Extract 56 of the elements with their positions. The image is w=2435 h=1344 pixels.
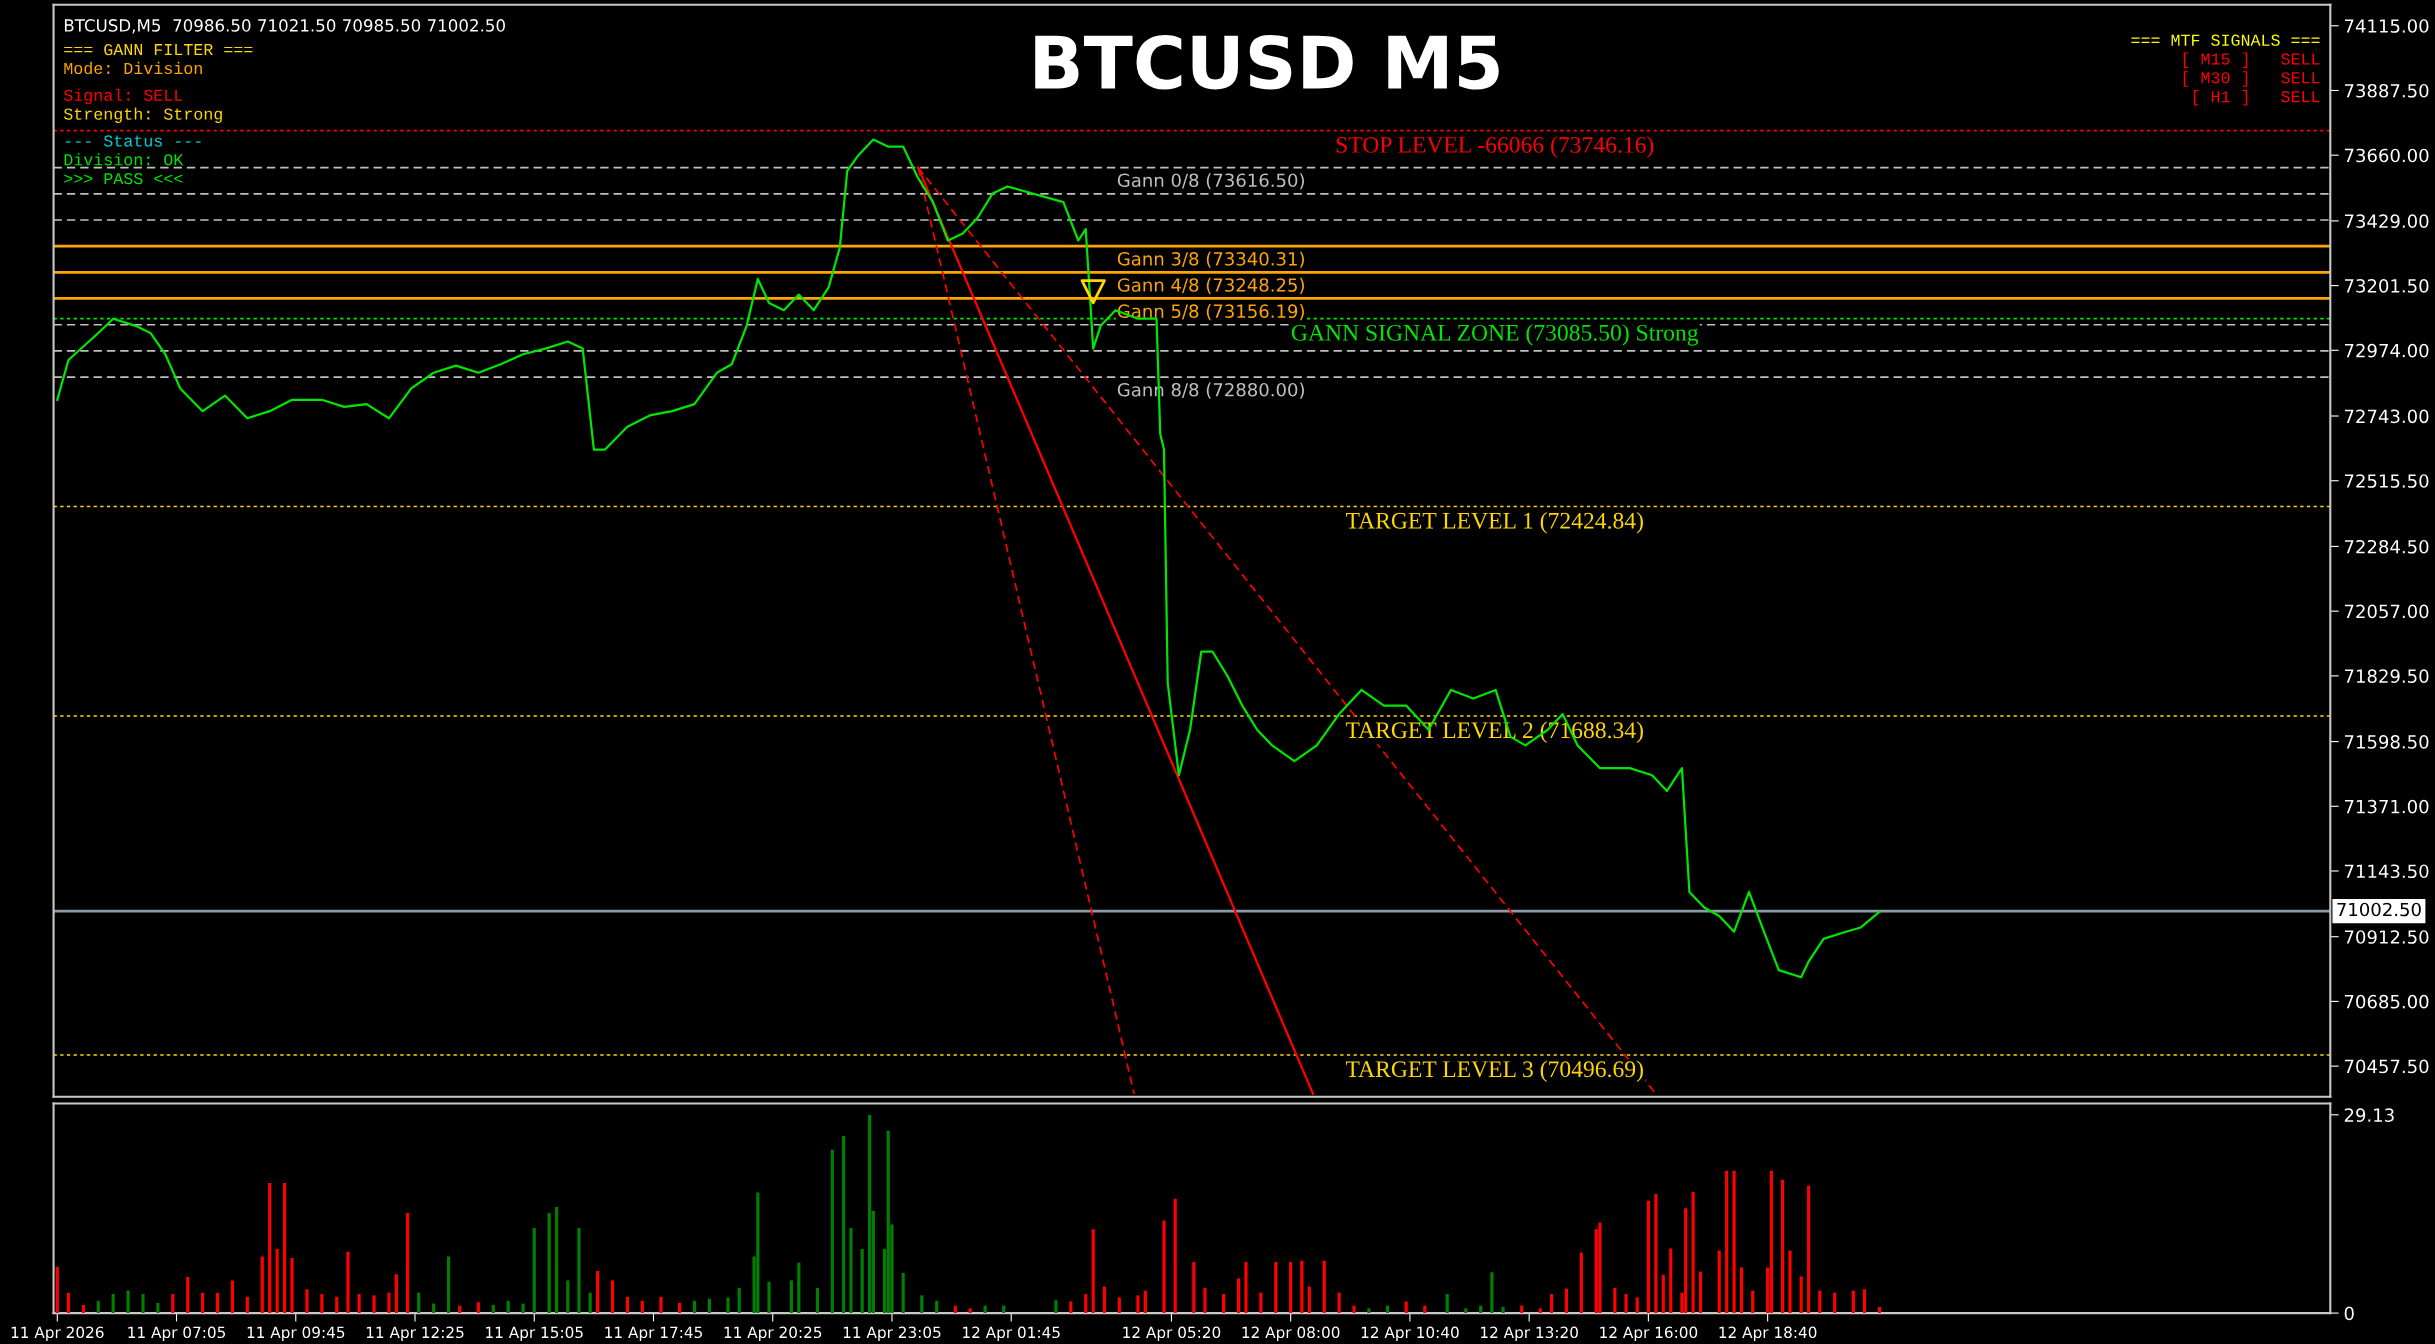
x-tick-label: 12 Apr 16:00 xyxy=(1600,1326,1698,1342)
y-tick-label: 70457.50 xyxy=(2344,1059,2429,1074)
x-tick-label: 11 Apr 23:05 xyxy=(843,1326,941,1342)
y-tick-label: 71371.00 xyxy=(2344,799,2429,814)
ref-line-label: GANN SIGNAL ZONE (73085.50) Strong xyxy=(1291,324,1699,346)
y-tick-label: 72974.00 xyxy=(2344,343,2429,358)
x-tick-label: 12 Apr 01:45 xyxy=(963,1326,1060,1342)
y-tick-label: 29.13 xyxy=(2344,1108,2394,1122)
ref-line-label: STOP LEVEL -66066 (73746.16) xyxy=(1336,136,1654,158)
y-tick-label: 72284.50 xyxy=(2344,539,2429,554)
annotation: Strength: Strong xyxy=(63,107,222,124)
x-tick-label: 12 Apr 08:00 xyxy=(1242,1326,1340,1342)
annotation: >>> PASS <<< xyxy=(64,172,183,185)
annotation: === MTF SIGNALS === xyxy=(2131,34,2320,46)
annotation: [ M30 ] SELL xyxy=(2183,71,2320,87)
x-tick-label: 11 Apr 2026 xyxy=(11,1326,104,1342)
x-tick-label: 12 Apr 13:20 xyxy=(1481,1326,1578,1342)
y-tick-label: 70912.50 xyxy=(2344,930,2429,944)
y-tick-label: 73660.00 xyxy=(2344,148,2429,163)
x-tick-label: 11 Apr 09:45 xyxy=(247,1326,345,1342)
y-tick-label: 71143.50 xyxy=(2344,864,2429,879)
annotation: [ M15 ] SELL xyxy=(2183,52,2320,68)
y-tick-label: 70685.00 xyxy=(2344,994,2429,1009)
y-tick-label: 71598.50 xyxy=(2344,735,2429,749)
ref-line-label: 71002.50 xyxy=(2337,902,2421,917)
x-tick-label: 12 Apr 05:20 xyxy=(1123,1326,1221,1342)
annotation: Division: OK xyxy=(64,153,184,166)
y-tick-label: 72743.00 xyxy=(2344,409,2429,424)
y-tick-label: 72515.50 xyxy=(2344,474,2429,488)
ref-line-label: Gann 0/8 (73616.50) xyxy=(1117,173,1304,190)
annotation: Signal: SELL xyxy=(63,88,183,105)
annotation: BTCUSD,M5 70986.50 71021.50 70985.50 71002.50 xyxy=(64,19,505,34)
y-tick-label: 0 xyxy=(2344,1306,2354,1321)
y-tick-label: 73201.50 xyxy=(2344,279,2429,293)
x-tick-label: 11 Apr 12:25 xyxy=(366,1326,464,1342)
ref-line-label: Gann 5/8 (73156.19) xyxy=(1117,304,1304,321)
y-tick-label: 72057.00 xyxy=(2344,604,2429,619)
annotation: === GANN FILTER === xyxy=(64,43,253,56)
ref-line-label: Gann 3/8 (73340.31) xyxy=(1117,251,1304,268)
x-tick-label: 11 Apr 20:25 xyxy=(724,1326,822,1342)
chart-title: BTCUSD M5 xyxy=(1035,34,1499,90)
y-tick-label: 73887.50 xyxy=(2344,83,2429,98)
y-tick-label: 71829.50 xyxy=(2344,669,2429,683)
y-tick-label: 74115.00 xyxy=(2344,19,2429,33)
x-tick-label: 12 Apr 18:40 xyxy=(1719,1326,1817,1342)
annotation: [ H1 ] SELL xyxy=(2193,90,2320,106)
ref-line-label: TARGET LEVEL 1 (72424.84) xyxy=(1345,512,1643,534)
annotation: Mode: Division xyxy=(64,61,202,75)
x-tick-label: 11 Apr 17:45 xyxy=(605,1326,702,1342)
x-tick-label: 11 Apr 15:05 xyxy=(486,1326,583,1342)
ref-line-label: Gann 4/8 (73248.25) xyxy=(1117,277,1304,294)
x-tick-label: 12 Apr 10:40 xyxy=(1361,1326,1459,1342)
x-tick-label: 11 Apr 07:05 xyxy=(128,1326,226,1342)
ref-line-label: TARGET LEVEL 3 (70496.69) xyxy=(1345,1060,1643,1082)
y-tick-label: 73429.00 xyxy=(2344,214,2429,228)
annotation: --- Status --- xyxy=(66,135,201,147)
